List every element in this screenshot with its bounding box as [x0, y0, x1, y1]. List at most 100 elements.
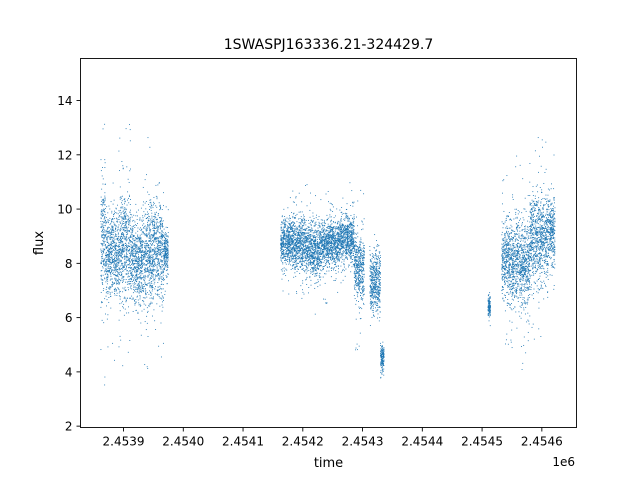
data-point	[101, 257, 103, 259]
data-point	[129, 261, 131, 263]
data-point	[165, 247, 167, 249]
data-point	[282, 237, 283, 239]
data-point	[142, 186, 144, 188]
data-point	[158, 217, 160, 219]
data-point	[156, 206, 158, 208]
data-point	[300, 257, 302, 259]
data-point	[298, 252, 300, 254]
data-point	[302, 267, 304, 269]
data-point	[159, 253, 161, 255]
data-point	[152, 220, 154, 222]
data-point	[128, 279, 130, 281]
data-point	[102, 221, 104, 222]
data-point	[286, 269, 288, 271]
data-point	[310, 225, 312, 227]
data-point	[117, 232, 119, 234]
data-point	[109, 269, 111, 271]
data-point	[334, 280, 336, 281]
data-point	[148, 209, 150, 210]
data-point	[113, 223, 115, 225]
data-point	[295, 234, 296, 236]
data-point	[306, 247, 308, 249]
data-point	[305, 249, 306, 251]
data-point	[119, 137, 121, 139]
data-point	[318, 254, 320, 256]
data-point	[296, 221, 298, 223]
data-point	[122, 232, 124, 234]
data-point	[101, 199, 103, 201]
data-point	[107, 265, 109, 267]
data-point	[280, 224, 282, 226]
data-point	[147, 219, 149, 221]
data-point	[286, 259, 287, 261]
data-point	[285, 241, 287, 243]
data-point	[310, 230, 312, 232]
data-point	[134, 255, 136, 257]
data-point	[115, 263, 117, 265]
data-point	[138, 265, 140, 267]
data-point	[321, 242, 322, 244]
data-point	[134, 239, 136, 241]
data-point	[139, 234, 141, 236]
data-point	[121, 242, 123, 244]
data-point	[139, 286, 141, 288]
data-point	[132, 231, 134, 233]
data-point	[292, 256, 294, 258]
data-point	[112, 239, 114, 241]
data-point	[121, 216, 123, 218]
data-point	[310, 202, 311, 204]
data-point	[105, 254, 107, 256]
data-point	[289, 217, 291, 219]
data-point	[163, 277, 165, 279]
data-point	[106, 254, 108, 255]
data-point	[103, 210, 105, 212]
data-point	[138, 257, 140, 259]
data-point	[128, 283, 130, 285]
data-point	[289, 251, 291, 253]
data-point	[130, 228, 131, 230]
data-point	[148, 240, 150, 241]
data-point	[287, 254, 289, 256]
data-point	[319, 266, 321, 268]
data-point	[167, 273, 169, 275]
data-point	[134, 260, 136, 262]
data-point	[141, 261, 143, 263]
data-point	[104, 273, 106, 275]
data-point	[150, 205, 152, 206]
data-point	[292, 261, 294, 263]
data-point	[128, 249, 130, 250]
data-point	[122, 262, 124, 264]
data-point	[311, 255, 313, 257]
data-point	[291, 251, 293, 253]
data-point	[287, 226, 289, 228]
data-point	[314, 240, 316, 242]
data-point	[288, 235, 290, 237]
data-point	[125, 240, 127, 242]
data-point	[144, 202, 146, 204]
data-point	[123, 229, 125, 231]
data-point	[130, 278, 132, 280]
data-point	[288, 252, 289, 254]
data-point	[131, 278, 132, 280]
data-point	[137, 237, 139, 239]
data-point	[107, 287, 109, 289]
data-point	[119, 259, 121, 261]
data-point	[160, 271, 162, 273]
data-point	[299, 255, 301, 257]
data-point	[101, 255, 103, 257]
data-point	[142, 215, 144, 217]
data-point	[145, 251, 147, 253]
data-point	[162, 264, 164, 266]
data-point	[282, 257, 284, 259]
data-point	[317, 219, 319, 220]
data-point	[292, 233, 294, 235]
data-point	[132, 243, 134, 244]
data-point	[308, 235, 310, 236]
data-point	[334, 263, 336, 265]
data-point	[120, 274, 122, 276]
data-point	[164, 261, 166, 262]
data-point	[297, 256, 299, 257]
data-point	[295, 245, 297, 246]
data-point	[120, 223, 122, 224]
data-point	[313, 225, 315, 227]
